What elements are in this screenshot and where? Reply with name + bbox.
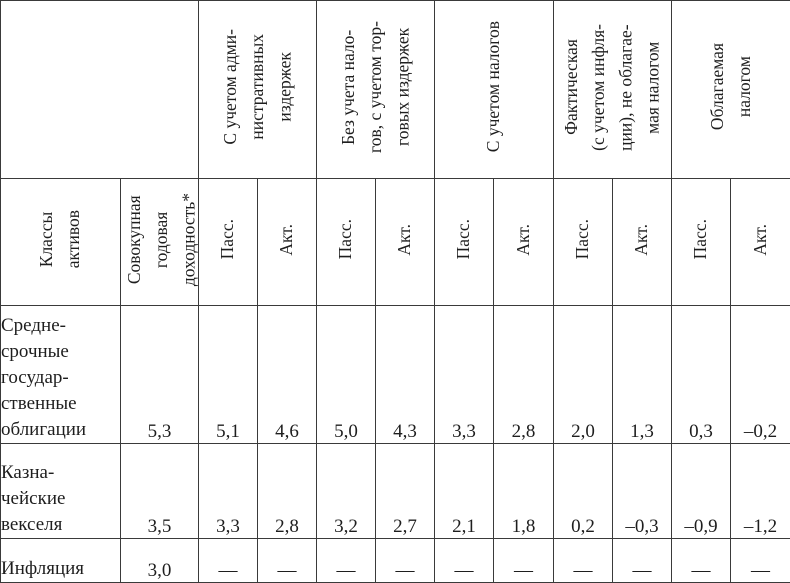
cell-value: 2,8 — [258, 444, 317, 539]
col-group-admin-costs-label: С учетом адми- нистративных издержек — [217, 29, 298, 145]
passive-header-cell: Пасс. — [672, 179, 731, 306]
cell-value: 5,1 — [199, 306, 258, 444]
cell-value: — — [258, 539, 317, 583]
active-header-cell: Акт. — [376, 179, 435, 306]
cell-value: — — [317, 539, 376, 583]
cell-value: 4,3 — [376, 306, 435, 444]
cell-value: –0,9 — [672, 444, 731, 539]
header-group-row: С учетом адми- нистративных издержек Без… — [1, 1, 790, 179]
cell-value: — — [199, 539, 258, 583]
cell-value: 3,3 — [435, 306, 494, 444]
cell-value: –0,3 — [613, 444, 672, 539]
col-group-admin-costs: С учетом адми- нистративных издержек — [199, 1, 317, 179]
col-group-real-untaxed-label: Фактическая (с учетом инфля- ции), не об… — [558, 24, 667, 151]
cell-value: 0,3 — [672, 306, 731, 444]
row-label: Средне- срочные государ- ственные облига… — [1, 306, 121, 444]
cell-value: –1,2 — [731, 444, 790, 539]
col-group-with-taxes: С учетом налогов — [435, 1, 554, 179]
cell-value: 4,6 — [258, 306, 317, 444]
col-group-with-taxes-label: С учетом налогов — [480, 21, 507, 152]
total-return-header-cell: Совокупная годовая доходность* — [121, 179, 199, 306]
corner-cell — [1, 1, 199, 179]
cell-value: 2,7 — [376, 444, 435, 539]
total-return-value: 3,5 — [121, 444, 199, 539]
cell-value: — — [494, 539, 554, 583]
cell-value: — — [613, 539, 672, 583]
passive-header-cell: Пасс. — [317, 179, 376, 306]
active-header-cell: Акт. — [613, 179, 672, 306]
cell-value: 3,3 — [199, 444, 258, 539]
col-group-taxable: Облагаемая налогом — [672, 1, 790, 179]
col-group-real-untaxed: Фактическая (с учетом инфля- ции), не об… — [554, 1, 672, 179]
total-return-value: 5,3 — [121, 306, 199, 444]
cell-value: — — [376, 539, 435, 583]
table-row-inflation: Инфляция 3,0 — — — — — — — — — — — [1, 539, 790, 583]
cell-value: — — [731, 539, 790, 583]
passive-header-cell: Пасс. — [554, 179, 613, 306]
row-label: Инфляция — [1, 539, 121, 583]
cell-value: — — [672, 539, 731, 583]
cell-value: 2,1 — [435, 444, 494, 539]
passive-header-cell: Пасс. — [199, 179, 258, 306]
active-header-cell: Акт. — [258, 179, 317, 306]
table-row-treasury-bills: Казна- чейские векселя 3,5 3,3 2,8 3,2 2… — [1, 444, 790, 539]
cell-value: 0,2 — [554, 444, 613, 539]
total-return-header-label: Совокупная годовая доходность* — [121, 193, 199, 286]
asset-class-header-cell: Классы активов — [1, 179, 121, 306]
cell-value: 3,2 — [317, 444, 376, 539]
header-sub-row: Классы активов Совокупная годовая доходн… — [1, 179, 790, 306]
cell-value: 5,0 — [317, 306, 376, 444]
active-header-cell: Акт. — [731, 179, 790, 306]
col-group-no-taxes-label: Без учета нало- гов, с учетом тор- говых… — [335, 21, 416, 153]
cell-value: — — [554, 539, 613, 583]
active-header-cell: Акт. — [494, 179, 554, 306]
col-group-taxable-label: Облагаемая налогом — [704, 43, 758, 130]
total-return-value: 3,0 — [121, 539, 199, 583]
cell-value: 1,8 — [494, 444, 554, 539]
col-group-no-taxes: Без учета нало- гов, с учетом тор- говых… — [317, 1, 435, 179]
passive-header-cell: Пасс. — [435, 179, 494, 306]
cell-value: — — [435, 539, 494, 583]
cell-value: 2,8 — [494, 306, 554, 444]
cell-value: –0,2 — [731, 306, 790, 444]
cell-value: 1,3 — [613, 306, 672, 444]
row-label: Казна- чейские векселя — [1, 444, 121, 539]
asset-class-header-label: Классы активов — [33, 210, 87, 268]
cell-value: 2,0 — [554, 306, 613, 444]
table-row-government-bonds: Средне- срочные государ- ственные облига… — [1, 306, 790, 444]
